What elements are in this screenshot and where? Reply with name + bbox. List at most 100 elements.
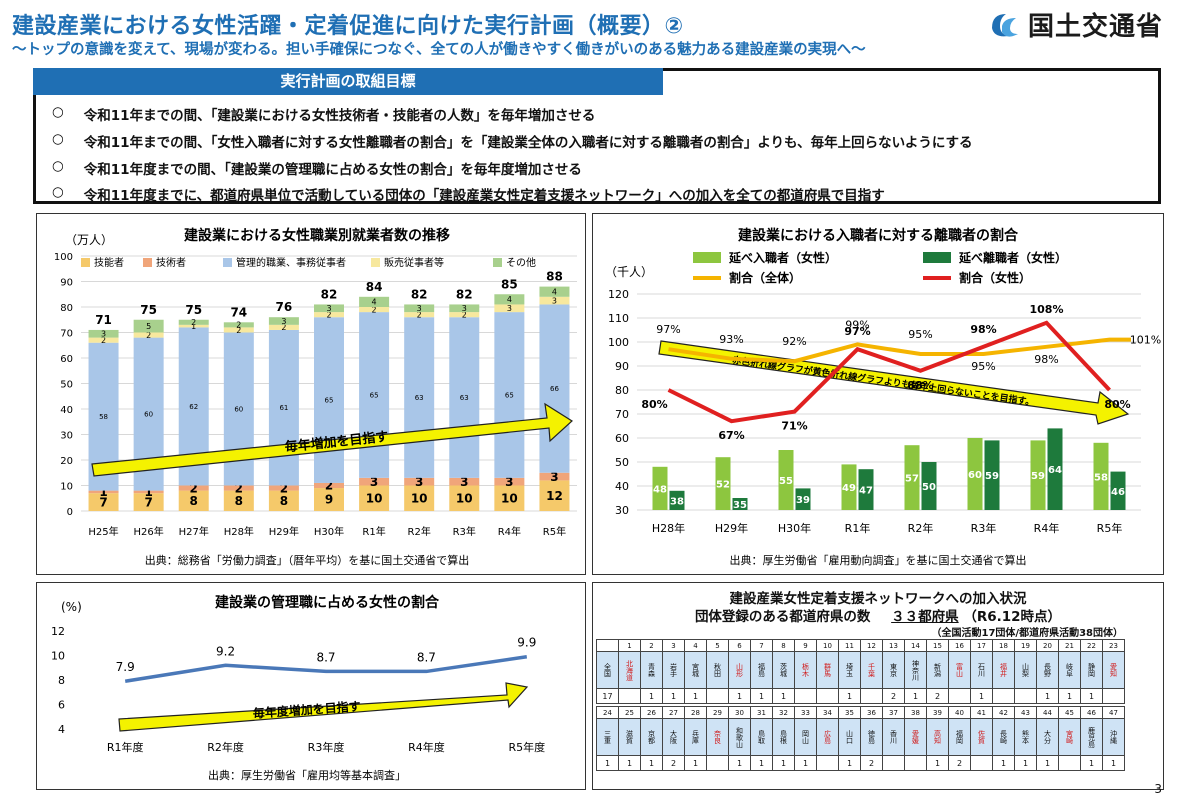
goal-bullet: ○ [52,158,64,174]
legend-swatch [223,258,232,267]
x-tick-label: R3年 [453,525,476,538]
count-cell: 1 [640,755,663,771]
prefecture-cell: 千葉 [860,651,883,689]
goal-item: ○ 令和11年までの間、「建設業における女性技術者・技能者の人数」を毎年増加させる [52,104,595,124]
y-tick-label: 20 [60,456,73,467]
mlit-logo-icon [992,13,1018,37]
prefecture-cell: 徳島 [860,718,883,756]
bar [984,440,1000,510]
bar-total-label: 84 [366,280,383,294]
prefecture-cell: 福井 [992,651,1015,689]
prefecture-cell: 奈良 [706,718,729,756]
bar-value-label: 4 [507,295,512,304]
line-value-label: 7.9 [116,660,135,674]
count-cell: 1 [992,755,1015,771]
network-count: ３３都府県 [891,609,959,625]
bar-value-label: 38 [670,496,684,507]
x-tick-label: R1年 [362,525,385,538]
y-tick-label: 70 [615,408,629,421]
bar-segment [539,286,570,297]
bar-segment [268,324,299,330]
panel-turnover-ratio: 建設業における入職者に対する離職者の割合 （千人） 延べ入職者（女性） 延べ離職者… [592,213,1164,575]
legend-swatch [493,258,502,267]
prefecture-cell: 大分 [1036,718,1059,756]
number-cell: 37 [882,706,905,719]
bar-segment [178,485,209,491]
number-cell: 4 [684,639,707,652]
prefecture-cell: 石川 [970,651,993,689]
y-tick-label: 4 [58,723,65,736]
prefecture-cell: 島根 [772,718,795,756]
number-cell: 20 [1036,639,1059,652]
bar-segment [133,319,164,333]
prefecture-cell: 三重 [596,718,619,756]
bar-value-label: 66 [550,385,559,393]
bar [732,498,748,510]
bar-value-label: 8 [235,494,243,508]
x-tick-label: H29年 [269,525,299,538]
y-tick-label: 80 [615,384,629,397]
number-cell: 42 [992,706,1015,719]
y-tick-label: 40 [615,480,629,493]
bar-value-label: 3 [507,304,512,313]
number-cell: 46 [1080,706,1103,719]
line-value-label: 92% [782,335,806,348]
bar-value-label: 65 [325,397,334,405]
bar-value-label: 52 [716,480,730,491]
prefecture-cell: 北海道 [618,651,641,689]
number-cell: 16 [948,639,971,652]
network-subtitle: 団体登録のある都道府県の数 ３３都府県 （R6.12時点） [593,605,1163,625]
bar-segment [494,485,525,511]
bar-value-label: 1 [99,485,107,499]
x-tick-label: H26年 [134,525,164,538]
prefecture-cell: 新潟 [926,651,949,689]
count-cell [1058,755,1081,771]
number-cell: 45 [1058,706,1081,719]
bar-value-label: 10 [366,491,383,505]
bar-segment [314,488,344,511]
legend-label: 延べ入職者（女性） [728,250,837,265]
goal-text: 令和11年までの間、「建設業における女性技術者・技能者の人数」を毎年増加させる [83,108,596,124]
goal-bullet: ○ [52,184,64,200]
count-cell [618,688,641,704]
y-tick-label: 30 [60,431,73,442]
bar-segment [178,324,209,328]
bar-segment [494,477,525,486]
number-cell: 8 [772,639,795,652]
bar-value-label: 3 [415,475,423,489]
y-tick-label: 30 [615,504,629,517]
bar-value-label: 64 [1048,465,1062,476]
y-tick-label: 90 [615,360,629,373]
prefecture-cell: 鹿児島 [1080,718,1103,756]
count-cell: 2 [882,688,905,704]
prefecture-cell: 和歌山 [728,718,751,756]
prefecture-cell: 福島 [750,651,773,689]
y-tick-label: 6 [58,699,65,712]
bar-value-label: 47 [859,486,873,497]
line-value-label: 88% [907,379,933,392]
count-cell [970,755,993,771]
bar [904,445,920,510]
bar-segment [223,490,254,511]
bar-segment [223,327,254,333]
number-cell: 43 [1014,706,1037,719]
bar-value-label: 50 [922,482,936,493]
bar-segment [359,296,390,307]
bar-segment [404,317,435,478]
bar-value-label: 10 [501,491,518,505]
legend-label: 割合（女性） [959,270,1031,285]
bar-segment [359,307,390,313]
y-tick-label: 0 [67,507,73,518]
prefecture-cell: 埼玉 [838,651,861,689]
number-cell: 11 [838,639,861,652]
bar-value-label: 2 [101,336,106,345]
hdr-row: 1 2 3 4 5 6 7 8 9 10 11 12 13 14 15 16 17 18 19 20 21 22 23 [596,639,1125,652]
count-cell: 1 [926,755,949,771]
bar-value-label: 3 [462,304,467,313]
bar-segment [359,312,390,478]
y-axis-label: （千人） [605,265,653,279]
prefecture-cell: 青森 [640,651,663,689]
legend-swatch [693,252,721,263]
bar-total-label: 74 [230,305,247,319]
count-cell: 1 [684,755,707,771]
